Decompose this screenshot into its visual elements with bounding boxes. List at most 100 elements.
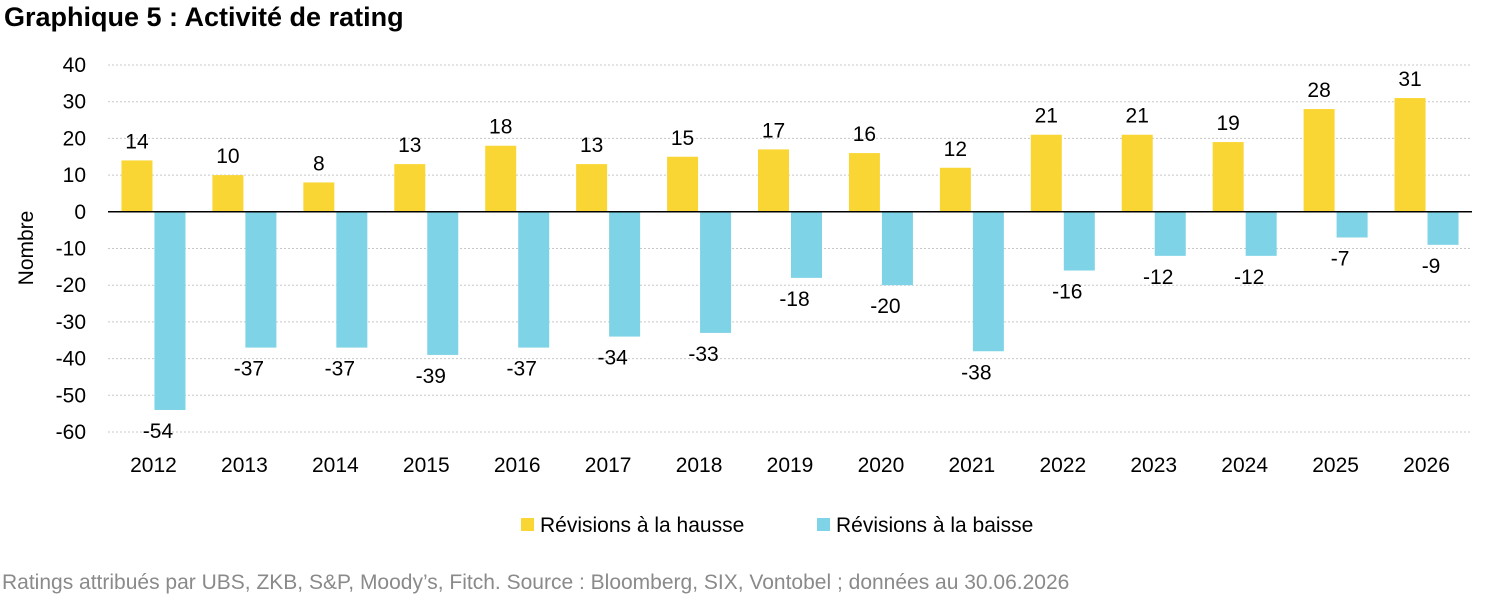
bar-hausse [485, 145, 517, 212]
data-label-baisse: -34 [597, 347, 628, 370]
y-tick-label: -30 [56, 311, 86, 334]
bar-baisse [245, 211, 277, 348]
y-tick-label: -50 [56, 384, 86, 407]
bar-hausse [1030, 134, 1062, 212]
y-tick-label: -10 [56, 238, 86, 261]
legend-label: Révisions à la baisse [836, 514, 1033, 537]
source-note: Ratings attribués par UBS, ZKB, S&P, Moo… [2, 571, 1070, 594]
bar-baisse [1427, 211, 1459, 245]
data-label-hausse: 13 [398, 134, 421, 157]
bar-hausse [1394, 98, 1426, 212]
bar-hausse [212, 175, 244, 212]
data-label-baisse: -12 [1143, 266, 1173, 289]
y-tick-label: -40 [56, 348, 86, 371]
bar-baisse [700, 211, 732, 333]
x-tick-label: 2023 [1130, 454, 1177, 477]
data-label-baisse: -38 [961, 361, 991, 384]
bar-baisse [336, 211, 368, 348]
bar-hausse [939, 167, 971, 212]
bar-hausse [1303, 109, 1335, 212]
x-tick-label: 2024 [1221, 454, 1268, 477]
x-tick-label: 2026 [1403, 454, 1450, 477]
data-label-hausse: 10 [216, 145, 239, 168]
bar-hausse [576, 164, 608, 212]
data-label-baisse: -39 [416, 365, 446, 388]
bar-hausse [121, 160, 153, 212]
x-tick-label: 2025 [1312, 454, 1359, 477]
x-tick-label: 2018 [676, 454, 723, 477]
gridlines [108, 64, 1472, 433]
x-tick-label: 2017 [585, 454, 632, 477]
y-tick-label: 20 [63, 127, 86, 150]
data-label-hausse: 28 [1307, 79, 1330, 102]
legend: Révisions à la hausse Révisions à la bais… [521, 514, 1033, 537]
bar-baisse [609, 211, 641, 337]
y-tick-label: -20 [56, 274, 86, 297]
x-tick-label: 2021 [949, 454, 996, 477]
x-tick-label: 2012 [130, 454, 177, 477]
data-label-baisse: -37 [325, 358, 355, 381]
chart-title: Graphique 5 : Activité de rating [4, 2, 404, 32]
legend-swatch [521, 518, 534, 531]
x-tick-label: 2013 [221, 454, 268, 477]
bar-baisse [791, 211, 822, 278]
data-label-hausse: 17 [762, 119, 785, 142]
y-tick-label: -60 [56, 421, 86, 444]
data-label-baisse: -37 [234, 358, 264, 381]
data-label-baisse: -12 [1234, 266, 1264, 289]
data-label-hausse: 19 [1216, 112, 1239, 135]
data-label-hausse: 16 [853, 123, 876, 146]
x-tick-label: 2019 [767, 454, 814, 477]
data-label-hausse: 15 [671, 127, 694, 150]
x-tick-label: 2020 [858, 454, 905, 477]
data-label-hausse: 18 [489, 116, 512, 139]
bar-hausse [667, 156, 699, 212]
x-tick-label: 2015 [403, 454, 450, 477]
data-label-hausse: 31 [1398, 68, 1421, 91]
bar-hausse [1212, 142, 1244, 212]
bar-hausse [758, 149, 789, 212]
y-axis-ticks: 40 30 20 10 0 -10 -20 -30 -40 -50 -60 [56, 54, 86, 444]
data-label-hausse: 12 [944, 138, 967, 161]
bar-hausse [848, 153, 880, 212]
bar-baisse [881, 211, 913, 286]
bar-hausse [394, 164, 426, 212]
x-axis-ticks: 2012 2013 2014 2015 2016 2017 2018 2019 2020 2021… [130, 454, 1450, 477]
data-label-baisse: -18 [779, 288, 809, 311]
y-tick-label: 10 [63, 164, 86, 187]
data-label-hausse: 13 [580, 134, 603, 157]
bar-baisse [427, 211, 459, 355]
bar-hausse [1121, 134, 1153, 212]
bar-baisse [972, 211, 1004, 352]
data-label-hausse: 21 [1035, 105, 1058, 128]
legend-swatch [817, 518, 830, 531]
x-tick-label: 2016 [494, 454, 541, 477]
bar-baisse [518, 211, 550, 348]
bar-baisse [1154, 211, 1186, 256]
data-label-baisse: -7 [1331, 247, 1350, 270]
data-label-baisse: -9 [1422, 255, 1441, 278]
data-label-hausse: 14 [125, 130, 149, 153]
data-label-baisse: -37 [507, 358, 537, 381]
y-tick-label: 40 [63, 54, 86, 77]
bar-baisse [1063, 211, 1095, 271]
data-label-hausse: 8 [313, 152, 325, 175]
y-axis-label: Nombre [15, 211, 38, 286]
data-labels: 14 -54 10 -37 8 -37 13 -39 18 -37 13 -34 15 -33 17 -18 1… [125, 68, 1440, 443]
y-tick-label: 30 [63, 91, 86, 114]
y-tick-label: 0 [74, 201, 86, 224]
legend-label: Révisions à la hausse [540, 514, 744, 537]
data-label-baisse: -54 [143, 420, 174, 443]
bar-chart: 40 30 20 10 0 -10 -20 -30 -40 -50 -60 14 -54 10 -37 8 -… [15, 54, 1472, 537]
data-label-baisse: -20 [870, 295, 900, 318]
x-tick-label: 2022 [1039, 454, 1086, 477]
data-label-baisse: -16 [1052, 281, 1082, 304]
data-label-baisse: -33 [688, 343, 718, 366]
bar-baisse [1336, 211, 1368, 238]
x-tick-label: 2014 [312, 454, 359, 477]
data-label-hausse: 21 [1126, 105, 1149, 128]
bar-baisse [1245, 211, 1277, 256]
bar-hausse [303, 182, 335, 212]
bar-baisse [154, 211, 186, 410]
bars [121, 98, 1459, 410]
